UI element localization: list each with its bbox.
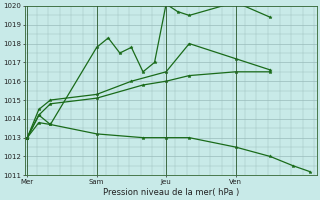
X-axis label: Pression niveau de la mer( hPa ): Pression niveau de la mer( hPa ) [103, 188, 239, 197]
